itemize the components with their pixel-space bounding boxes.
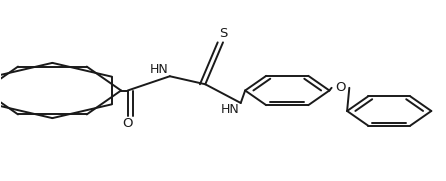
Text: HN: HN <box>220 103 239 116</box>
Text: O: O <box>335 81 346 94</box>
Text: O: O <box>123 117 133 130</box>
Text: S: S <box>219 27 227 40</box>
Text: HN: HN <box>149 63 168 76</box>
